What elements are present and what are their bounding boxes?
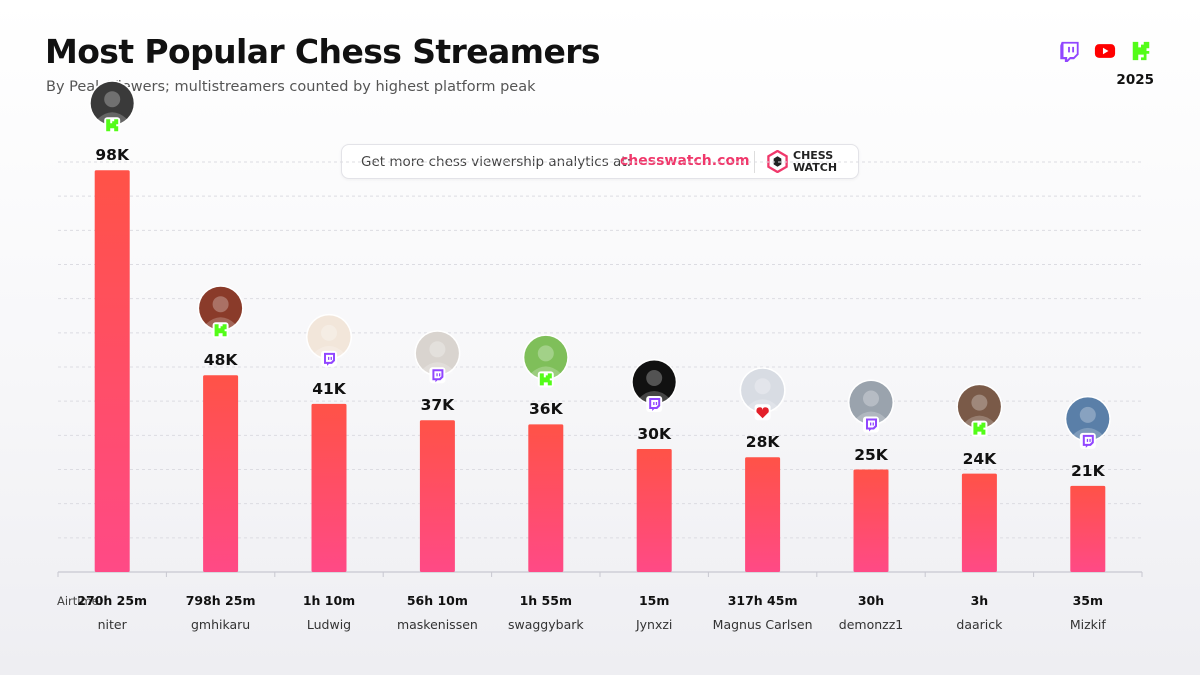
twitch-icon bbox=[1079, 432, 1096, 449]
twitch-glyph-inner bbox=[868, 420, 875, 428]
kick-icon bbox=[104, 117, 121, 134]
twitch-icon bbox=[321, 350, 337, 367]
avatar-head bbox=[646, 370, 663, 386]
avatar-head bbox=[429, 341, 446, 358]
avatar-head bbox=[1079, 406, 1096, 423]
bar-4 bbox=[528, 424, 564, 572]
streamer-avatar bbox=[306, 313, 352, 367]
streamer-avatar bbox=[631, 359, 678, 412]
kick-glyph bbox=[973, 422, 986, 435]
chart-title: Most Popular Chess Streamers bbox=[45, 32, 601, 71]
avatar-head bbox=[212, 296, 229, 313]
avatar-photo bbox=[632, 360, 676, 404]
twitch-glyph-inner bbox=[326, 354, 333, 362]
kick-icon bbox=[1132, 41, 1150, 61]
brand-line1: CHESS bbox=[793, 149, 834, 162]
streamer-avatar bbox=[414, 330, 461, 384]
twitch-icon bbox=[646, 396, 663, 412]
twitch-icon bbox=[863, 416, 879, 433]
streamer-avatar bbox=[956, 383, 1003, 437]
chart-subtitle: By Peak Viewers; multistreamers counted … bbox=[46, 79, 536, 95]
kick-glyph bbox=[106, 119, 119, 132]
youtube-icon bbox=[1094, 44, 1116, 58]
avatar-photo bbox=[957, 385, 1001, 429]
avatar-photo bbox=[307, 315, 351, 359]
twitch-eye bbox=[653, 402, 655, 405]
twitch-eye bbox=[330, 356, 332, 360]
twitch-icon bbox=[1060, 41, 1079, 62]
bar-3 bbox=[419, 420, 455, 572]
chesswatch-logo-icon bbox=[767, 150, 788, 173]
twitch-eye bbox=[328, 356, 330, 360]
chesswatch-link[interactable]: chesswatch.com bbox=[620, 153, 750, 169]
airtime-axis-label: Airtime: bbox=[57, 594, 103, 608]
twitch-eye bbox=[1089, 438, 1091, 442]
streamer-avatar bbox=[1064, 395, 1111, 449]
twitch-glyph-inner bbox=[434, 371, 442, 379]
twitch-icon bbox=[429, 367, 446, 384]
avatar-head bbox=[321, 324, 337, 341]
bar-8 bbox=[961, 473, 997, 572]
avatar-head bbox=[754, 378, 771, 395]
chessbase-glyph bbox=[756, 407, 769, 419]
streamer-avatar bbox=[522, 334, 569, 388]
chessbase-icon bbox=[754, 404, 771, 421]
avatar-photo bbox=[741, 368, 785, 412]
chesswatch-brand: CHESS WATCH bbox=[793, 150, 853, 173]
brand-line2: WATCH bbox=[793, 160, 838, 174]
avatar-head bbox=[104, 91, 121, 108]
twitch-eye bbox=[436, 373, 438, 377]
kick-glyph bbox=[539, 373, 552, 386]
streamer-avatar bbox=[89, 80, 136, 134]
platform-legend bbox=[1056, 40, 1156, 90]
kick-glyph bbox=[214, 324, 227, 337]
bar-7 bbox=[853, 469, 889, 572]
avatar-photo bbox=[849, 381, 893, 424]
year-label: 2025 bbox=[1116, 72, 1154, 88]
avatar-head bbox=[971, 394, 988, 411]
avatar-photo bbox=[90, 81, 134, 125]
avatar-head bbox=[863, 390, 879, 407]
twitch-eye bbox=[655, 402, 658, 405]
bar-6 bbox=[745, 457, 781, 572]
avatar-head bbox=[537, 345, 554, 362]
kick-icon bbox=[971, 420, 988, 437]
avatar-photo bbox=[199, 286, 243, 330]
kick-icon bbox=[537, 371, 554, 388]
twitch-eye bbox=[870, 422, 872, 426]
bar-1 bbox=[203, 375, 239, 572]
streamer-avatar bbox=[848, 379, 894, 433]
kick-icon bbox=[212, 322, 229, 339]
bar-0 bbox=[94, 170, 130, 572]
streamer-avatar bbox=[197, 285, 244, 339]
twitch-eye bbox=[872, 422, 874, 426]
avatar-photo bbox=[415, 331, 459, 375]
bar-2 bbox=[311, 403, 347, 572]
bar-9 bbox=[1070, 485, 1106, 572]
twitch-eye bbox=[1086, 438, 1089, 442]
bar-5 bbox=[636, 449, 672, 572]
avatar-photo bbox=[524, 335, 568, 379]
twitch-eye bbox=[439, 373, 441, 377]
twitch-glyph-inner bbox=[651, 400, 659, 407]
streamer-avatar bbox=[739, 367, 786, 421]
avatar-photo bbox=[1066, 397, 1110, 441]
twitch-glyph-inner bbox=[1084, 436, 1092, 444]
